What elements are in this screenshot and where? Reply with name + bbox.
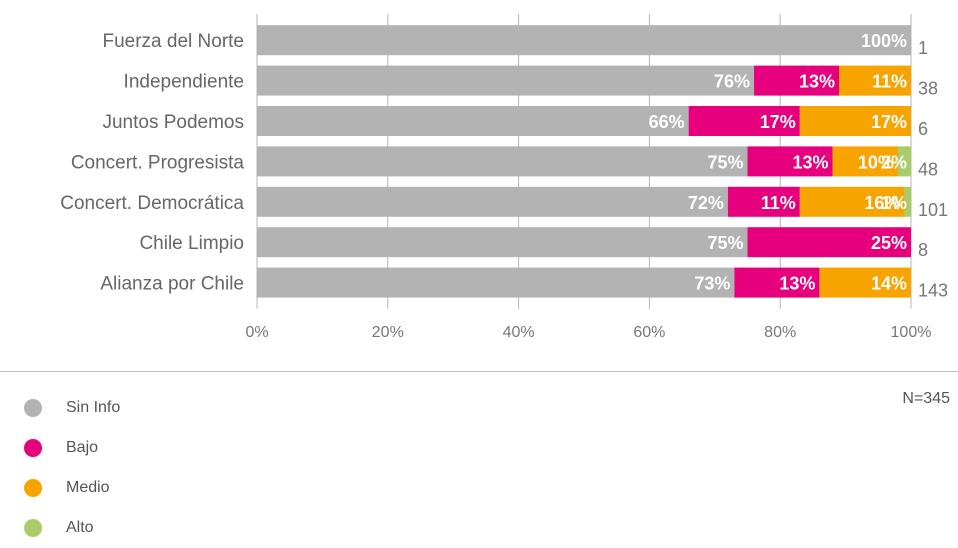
stacked-bar-chart: 100%76% 13% 11%66% 17% 17%75% 13% 10%2%72% 11% 1… xyxy=(60,14,948,341)
data-label: 10% xyxy=(858,152,894,172)
x-tick-label: 100% xyxy=(891,324,932,341)
data-label: 72% xyxy=(688,193,724,213)
data-label: 73% xyxy=(694,274,730,294)
bar-labels: 100% 76% 13% 11% 66% 17% 17% 75% 13% 10%2% 72% 11% 1… xyxy=(649,31,907,293)
data-label: 13% xyxy=(779,274,815,294)
bar-segment xyxy=(688,106,800,136)
bar-segment xyxy=(257,106,689,136)
data-label: 75% xyxy=(707,233,743,253)
total-label: 8 xyxy=(918,240,928,260)
data-label: 11% xyxy=(872,72,907,92)
bar-segment xyxy=(799,106,911,136)
bar-segment xyxy=(734,267,820,298)
legend-item: Sin Info xyxy=(24,388,120,428)
category-label: Concert. Democrática xyxy=(60,193,244,214)
bar-segment xyxy=(839,65,911,96)
legend-label: Medio xyxy=(66,479,110,496)
data-label: 14% xyxy=(871,274,907,294)
category-labels: Fuerza del Norte Independiente Juntos Pode… xyxy=(60,31,244,294)
data-label: 25% xyxy=(871,233,907,253)
data-label: 13% xyxy=(799,72,835,92)
total-label: 6 xyxy=(918,119,928,139)
category-label: Independiente xyxy=(124,72,244,93)
bar-segment xyxy=(257,186,728,217)
sample-size-note: N=345 xyxy=(902,390,950,407)
x-tick-labels: 0% 20% 40% 60% 80% 100% xyxy=(245,324,931,341)
legend-swatch xyxy=(24,439,42,457)
total-label: 143 xyxy=(918,281,948,301)
x-tick-label: 40% xyxy=(503,324,535,341)
bar-segment xyxy=(257,25,911,56)
legend-label: Bajo xyxy=(66,439,99,456)
total-label: 1 xyxy=(918,38,928,58)
category-label: Chile Limpio xyxy=(139,233,244,254)
total-label: 101 xyxy=(918,200,948,220)
data-label: 1% xyxy=(881,193,907,213)
category-label: Alianza por Chile xyxy=(100,274,244,295)
data-label: 16% xyxy=(864,193,900,213)
data-label: 100% xyxy=(861,31,907,51)
x-tick-label: 60% xyxy=(633,324,665,341)
data-label: 11% xyxy=(761,193,796,213)
bar-segment xyxy=(257,65,755,96)
legend-label: Sin Info xyxy=(66,399,121,416)
category-label: Fuerza del Norte xyxy=(102,31,244,52)
data-label: 17% xyxy=(871,112,907,132)
bar-segment xyxy=(727,186,800,217)
legend-swatch xyxy=(24,399,42,417)
bar-segment xyxy=(832,146,898,177)
bar-segment xyxy=(747,146,833,177)
total-label: 38 xyxy=(918,79,938,99)
bar-segment xyxy=(257,267,735,298)
total-label: 48 xyxy=(918,159,938,179)
x-tick-label: 0% xyxy=(245,324,268,341)
category-label: Concert. Progresista xyxy=(71,152,245,173)
data-label: 17% xyxy=(760,112,796,132)
bar-segment xyxy=(257,146,748,177)
legend-item: Medio xyxy=(24,468,120,508)
bar-segment xyxy=(799,186,905,217)
bar-segment xyxy=(897,146,911,177)
data-label: 75% xyxy=(707,152,743,172)
legend-item: Alto xyxy=(24,508,120,548)
bar-segment xyxy=(754,65,840,96)
legend-label: Alto xyxy=(66,519,94,536)
data-label: 66% xyxy=(649,112,685,132)
bar-segment xyxy=(819,267,911,298)
bar-segment xyxy=(747,227,911,258)
legend-swatch xyxy=(24,519,42,537)
bars xyxy=(257,25,911,298)
legend-item: Bajo xyxy=(24,428,120,468)
data-label: 76% xyxy=(714,72,750,92)
category-label: Juntos Podemos xyxy=(102,112,244,133)
legend-swatch xyxy=(24,479,42,497)
bar-segment xyxy=(904,186,911,217)
data-label: 2% xyxy=(881,152,907,172)
separator-line xyxy=(0,371,958,372)
data-label: 13% xyxy=(792,152,828,172)
total-labels: 1 38 6 48 101 8 143 xyxy=(918,38,948,300)
legend: Sin Info Bajo Medio Alto xyxy=(24,388,120,548)
x-tick-label: 20% xyxy=(372,324,404,341)
x-tick-label: 80% xyxy=(764,324,796,341)
bar-segment xyxy=(257,227,748,258)
